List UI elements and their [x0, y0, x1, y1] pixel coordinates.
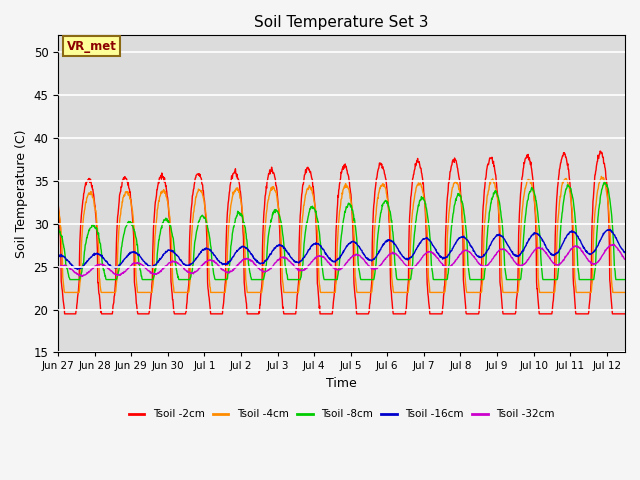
Tsoil -2cm	[621, 311, 629, 317]
Tsoil -2cm	[61, 311, 68, 317]
Tsoil -32cm	[547, 256, 554, 262]
Tsoil -4cm	[61, 289, 68, 295]
Y-axis label: Soil Temperature (C): Soil Temperature (C)	[15, 130, 28, 258]
Tsoil -16cm	[54, 253, 62, 259]
Title: Soil Temperature Set 3: Soil Temperature Set 3	[254, 15, 429, 30]
Tsoil -16cm	[547, 250, 554, 256]
Tsoil -4cm	[54, 201, 62, 207]
Tsoil -8cm	[66, 276, 74, 282]
Tsoil -2cm	[484, 163, 492, 168]
Tsoil -32cm	[218, 267, 226, 273]
Tsoil -4cm	[598, 173, 605, 179]
Line: Tsoil -8cm: Tsoil -8cm	[58, 181, 625, 279]
Tsoil -4cm	[621, 289, 629, 295]
Tsoil -8cm	[600, 179, 608, 184]
Tsoil -4cm	[547, 289, 554, 295]
Text: VR_met: VR_met	[67, 40, 116, 53]
Line: Tsoil -16cm: Tsoil -16cm	[58, 229, 625, 269]
Tsoil -8cm	[547, 276, 554, 282]
Legend: Tsoil -2cm, Tsoil -4cm, Tsoil -8cm, Tsoil -16cm, Tsoil -32cm: Tsoil -2cm, Tsoil -4cm, Tsoil -8cm, Tsoi…	[125, 405, 559, 423]
Tsoil -4cm	[167, 230, 175, 236]
Tsoil -4cm	[269, 184, 277, 190]
Tsoil -8cm	[218, 276, 226, 282]
Tsoil -32cm	[167, 259, 175, 264]
Tsoil -32cm	[78, 274, 86, 279]
Tsoil -2cm	[596, 148, 604, 154]
Tsoil -16cm	[269, 247, 277, 252]
Tsoil -8cm	[156, 230, 164, 236]
X-axis label: Time: Time	[326, 377, 357, 390]
Tsoil -8cm	[269, 210, 277, 216]
Tsoil -2cm	[269, 169, 277, 175]
Tsoil -16cm	[156, 257, 164, 263]
Tsoil -2cm	[547, 311, 554, 317]
Tsoil -4cm	[218, 289, 226, 295]
Tsoil -8cm	[54, 226, 62, 231]
Tsoil -32cm	[156, 268, 164, 274]
Tsoil -32cm	[621, 256, 629, 262]
Tsoil -4cm	[484, 192, 492, 198]
Tsoil -32cm	[54, 265, 62, 271]
Tsoil -2cm	[218, 311, 226, 317]
Tsoil -16cm	[74, 266, 81, 272]
Line: Tsoil -2cm: Tsoil -2cm	[58, 151, 625, 314]
Tsoil -8cm	[621, 276, 629, 282]
Tsoil -16cm	[621, 249, 629, 255]
Tsoil -16cm	[606, 227, 614, 232]
Tsoil -8cm	[167, 225, 175, 231]
Tsoil -16cm	[167, 248, 175, 254]
Line: Tsoil -4cm: Tsoil -4cm	[58, 176, 625, 292]
Tsoil -2cm	[167, 279, 175, 285]
Tsoil -2cm	[156, 174, 164, 180]
Tsoil -4cm	[156, 192, 164, 198]
Line: Tsoil -32cm: Tsoil -32cm	[58, 244, 625, 276]
Tsoil -16cm	[484, 248, 492, 253]
Tsoil -32cm	[484, 263, 492, 268]
Tsoil -32cm	[269, 262, 277, 268]
Tsoil -32cm	[610, 241, 618, 247]
Tsoil -8cm	[484, 232, 492, 238]
Tsoil -2cm	[54, 201, 62, 206]
Tsoil -16cm	[218, 261, 226, 266]
